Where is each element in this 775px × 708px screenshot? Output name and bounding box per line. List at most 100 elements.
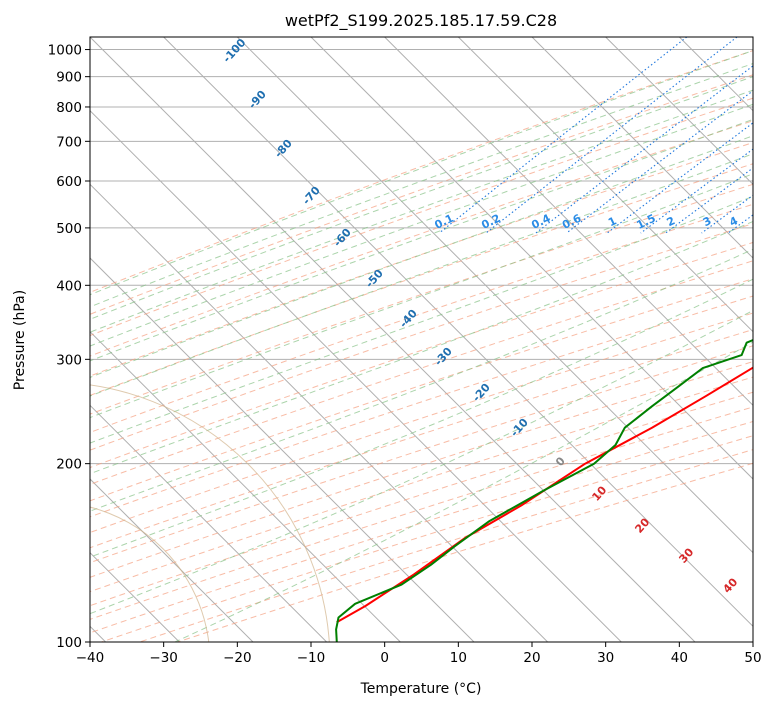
dry-adiabat-line — [90, 183, 753, 415]
mixing-ratio-line — [566, 90, 753, 234]
moist-adiabat-line — [90, 153, 753, 397]
x-tick-label: −10 — [297, 650, 326, 666]
y-tick-label: 700 — [56, 134, 82, 150]
y-tick-label: 400 — [56, 278, 82, 294]
isotherm-line — [310, 37, 753, 480]
isotherm-line — [457, 37, 753, 333]
dry-adiabat-line — [90, 223, 753, 451]
dry-adiabat-line — [90, 97, 753, 337]
y-tick-label: 600 — [56, 174, 82, 190]
temperature-profile-line — [336, 366, 753, 624]
isotherm-line — [678, 37, 753, 112]
dry-adiabat-line — [90, 312, 753, 534]
y-tick-label: 100 — [56, 635, 82, 651]
dry-adiabat-line — [90, 329, 753, 549]
dry-adiabat-line — [90, 345, 753, 564]
x-tick-label: 40 — [671, 650, 688, 666]
mixing-ratio-label: 4 — [727, 214, 740, 229]
dry-adiabat-line — [90, 295, 753, 518]
mixing-ratio-label: 0.1 — [432, 212, 455, 232]
dry-adiabat-line — [101, 435, 753, 642]
moist-adiabat-line — [90, 76, 753, 320]
y-tick-label: 1000 — [48, 43, 82, 59]
x-axis-label: Temperature (°C) — [360, 681, 482, 697]
x-axis-ticks: −40 −30 −20 −10 0 10 20 30 40 50 — [76, 642, 762, 666]
x-tick-label: 10 — [450, 650, 467, 666]
dry-adiabat-line — [90, 391, 753, 607]
x-tick-label: 20 — [523, 650, 540, 666]
isotherm-line — [752, 37, 753, 38]
background-lines — [90, 37, 775, 642]
isotherm-label: -90 — [246, 88, 269, 112]
y-axis-ticks: 100 200 300 400 500 600 700 800 900 1000 — [48, 43, 90, 651]
isotherm-line — [236, 37, 753, 554]
moist-adiabat-line — [90, 63, 753, 308]
mixing-ratio-label: 0.2 — [479, 212, 502, 232]
mixing-ratio-line — [535, 65, 753, 234]
y-tick-label: 800 — [56, 100, 82, 116]
isotherm-label: -80 — [272, 137, 295, 161]
x-tick-label: 30 — [597, 650, 614, 666]
dry-adiabat-line — [90, 241, 753, 469]
mixing-ratio-label: 0.6 — [560, 211, 584, 231]
isotherm-label: -30 — [432, 345, 455, 369]
y-tick-label: 900 — [56, 70, 82, 86]
isotherm-line — [605, 37, 753, 186]
isotherm-line — [90, 404, 328, 642]
chart-title: wetPf2_S199.2025.185.17.59.C28 — [285, 11, 557, 31]
y-tick-label: 200 — [56, 457, 82, 473]
mixing-ratio-line — [701, 194, 753, 234]
dry-adiabat-line — [90, 361, 753, 578]
y-tick-label: 300 — [56, 352, 82, 368]
isotherm-label: 40 — [720, 575, 740, 595]
isotherm-line — [90, 37, 696, 642]
x-tick-label: −30 — [149, 650, 178, 666]
isotherm-line — [90, 330, 401, 642]
dry-adiabat-line — [90, 260, 753, 485]
isotherm-line — [384, 37, 753, 407]
moist-adiabat-line — [90, 50, 753, 296]
x-tick-label: −40 — [76, 650, 105, 666]
background-arc — [90, 384, 330, 642]
dry-adiabat-line — [90, 203, 753, 433]
isotherm-label: 10 — [589, 483, 609, 503]
sounding-profiles — [335, 338, 753, 642]
y-tick-label: 500 — [56, 221, 82, 237]
dry-adiabat-line — [90, 163, 753, 396]
dry-adiabat-line — [90, 142, 753, 377]
moist-adiabat-line — [90, 278, 753, 558]
moist-adiabat-line — [90, 195, 753, 444]
dry-adiabat-line — [90, 120, 753, 357]
moist-adiabat-line — [90, 173, 753, 419]
mixing-ratio-label: 6 — [766, 214, 775, 229]
moist-adiabat-line — [90, 135, 753, 378]
mixing-ratio-line — [767, 37, 775, 233]
moist-adiabat-line — [90, 220, 753, 475]
dewpoint-profile-line — [335, 338, 753, 642]
moist-adiabat-line — [90, 248, 753, 512]
mixing-ratio-line — [606, 122, 753, 234]
isotherm-label: 20 — [632, 515, 652, 535]
moist-adiabat-line — [90, 309, 753, 615]
dry-adiabat-line — [90, 278, 753, 502]
x-tick-label: 0 — [380, 650, 389, 666]
isotherm-line — [531, 37, 753, 259]
isotherm-label: -50 — [363, 267, 386, 291]
isotherm-label: 30 — [676, 545, 696, 565]
isotherm-line — [163, 37, 753, 628]
isotherm-line — [90, 257, 475, 642]
mixing-ratio-label: 1.5 — [635, 212, 658, 232]
mixing-ratio-line — [438, 37, 688, 234]
background-arc — [90, 506, 210, 642]
isotherm-label: -60 — [331, 226, 354, 250]
isotherm-line — [90, 478, 254, 642]
moist-adiabat-line — [90, 89, 753, 333]
isotherm-label: -100 — [220, 36, 248, 65]
isotherm-line — [90, 183, 549, 642]
y-axis-label: Pressure (hPa) — [12, 290, 28, 390]
moist-adiabat-line — [90, 103, 753, 347]
auxiliary-line-labels: 0.10.20.40.611.52346810131620253036-100-… — [220, 36, 775, 596]
moist-adiabat-line — [90, 118, 753, 362]
mixing-ratio-label: 1 — [606, 214, 619, 229]
